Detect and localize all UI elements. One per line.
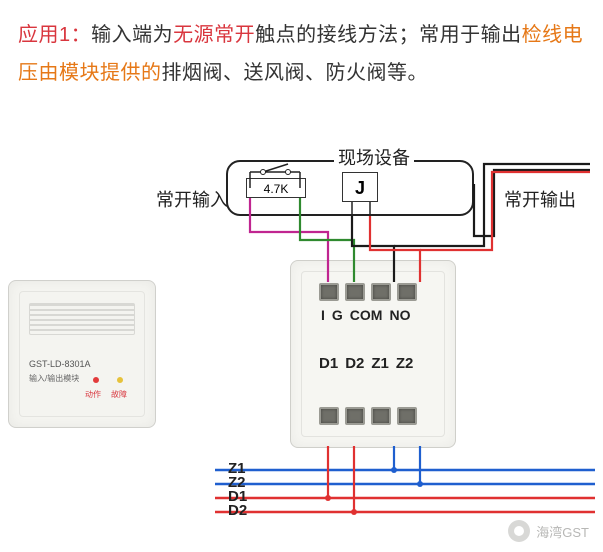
app-prefix: 应用1：: [18, 24, 91, 46]
wires-svg: [0, 150, 603, 552]
p1a: 输入端为: [91, 24, 173, 46]
p1b: 触点的接线方法；常用于输出: [255, 24, 522, 46]
description: 应用1：输入端为无源常开触点的接线方法；常用于输出检线电压由模块提供的排烟阀、送…: [0, 0, 603, 92]
watermark-text: 海湾GST: [536, 522, 589, 541]
red1: 无源常开: [173, 24, 255, 46]
watermark: 海湾GST: [508, 520, 589, 542]
p1c: 排烟阀、送风阀、防火阀等。: [162, 62, 429, 84]
wechat-icon: [508, 520, 530, 542]
bus-d2: D2: [228, 502, 247, 519]
wiring-diagram: GST-LD-8301A 输入/输出模块 动作 故障 现场设备 4.7K J I…: [0, 150, 603, 552]
